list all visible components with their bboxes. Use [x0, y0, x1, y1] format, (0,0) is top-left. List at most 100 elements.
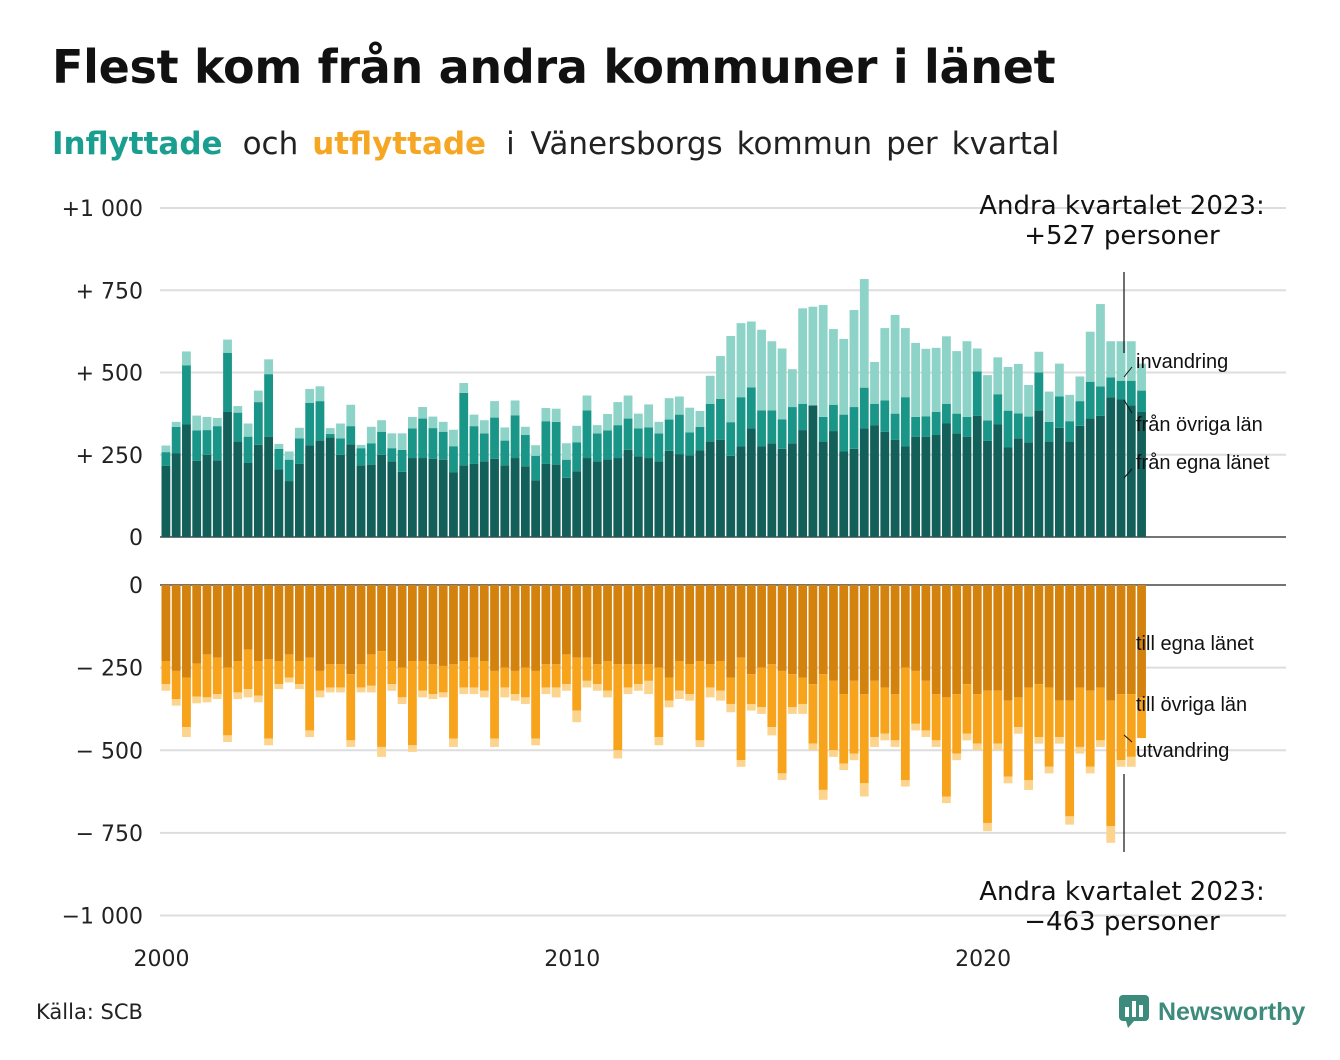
bar-out-other-county	[664, 677, 674, 701]
bar-out-emigration	[1075, 746, 1085, 754]
bar-in-immigration	[295, 427, 304, 439]
bar-in-immigration	[695, 410, 705, 427]
bar-in-other-county	[777, 419, 787, 449]
bar-in-immigration	[1085, 331, 1095, 382]
bar-out-other-county	[1065, 700, 1075, 817]
bar-in-immigration	[459, 383, 469, 393]
bar-in-own-county	[798, 430, 808, 537]
bar-out-other-county	[870, 680, 879, 738]
bar-in-other-county	[407, 428, 417, 459]
bar-out-own-county	[890, 585, 900, 695]
subtitle-and-word: och	[242, 126, 299, 162]
bar-out-own-county	[695, 585, 705, 662]
bar-out-emigration	[808, 743, 818, 751]
bar-out-emigration	[192, 696, 202, 704]
bar-out-other-county	[397, 667, 407, 698]
bar-out-emigration	[171, 699, 181, 706]
bar-in-other-county	[675, 414, 684, 455]
bar-in-other-county	[664, 419, 674, 451]
bar-out-emigration	[407, 745, 417, 752]
bar-out-emigration	[490, 738, 499, 747]
bar-out-own-county	[418, 585, 428, 662]
subtitle-inflow-word: Inflyttade	[52, 126, 223, 162]
bar-in-other-county	[233, 412, 243, 442]
bar-in-other-county	[839, 414, 849, 452]
bar-in-other-county	[284, 459, 294, 482]
bar-in-own-county	[315, 440, 325, 537]
bar-out-other-county	[777, 670, 787, 774]
bar-out-emigration	[757, 707, 766, 714]
bar-out-own-county	[192, 585, 202, 664]
bar-in-other-county	[757, 410, 766, 447]
bar-out-own-county	[428, 585, 438, 665]
bar-in-immigration	[438, 421, 448, 432]
bar-out-own-county	[798, 585, 808, 678]
bar-out-emigration	[1085, 766, 1095, 774]
bar-out-emigration	[223, 735, 232, 742]
bar-in-other-county	[582, 410, 592, 459]
bar-in-immigration	[325, 428, 335, 435]
bar-out-own-county	[1044, 585, 1054, 688]
bar-in-own-county	[223, 411, 232, 537]
label-invandring: invandring	[1136, 351, 1228, 373]
bar-out-other-county	[798, 677, 808, 704]
bar-in-own-county	[438, 459, 448, 537]
bar-in-immigration	[767, 341, 777, 411]
bar-out-emigration	[377, 746, 386, 757]
bar-out-other-county	[438, 665, 448, 693]
bar-out-emigration	[315, 690, 325, 698]
bar-out-other-county	[572, 657, 582, 711]
bar-out-own-county	[202, 585, 212, 655]
bar-in-immigration	[182, 351, 191, 366]
bar-out-own-county	[346, 585, 356, 675]
bar-out-emigration	[859, 783, 869, 797]
bar-in-immigration	[952, 351, 962, 414]
bar-in-other-county	[870, 403, 879, 426]
bar-out-emigration	[952, 753, 962, 761]
bar-in-other-county	[911, 416, 921, 437]
bar-in-own-county	[767, 443, 777, 537]
bar-out-emigration	[726, 703, 736, 713]
bar-in-immigration	[449, 429, 458, 447]
bar-in-own-county	[849, 448, 859, 537]
bar-out-own-county	[305, 585, 315, 658]
bar-out-own-county	[243, 585, 253, 650]
bar-in-other-county	[479, 433, 489, 462]
bar-in-other-county	[818, 416, 828, 442]
bar-in-own-county	[387, 461, 397, 537]
bar-out-other-county	[757, 667, 766, 708]
bar-in-immigration	[500, 427, 510, 441]
bar-in-immigration	[171, 421, 181, 427]
bar-in-other-county	[438, 431, 448, 460]
bar-in-immigration	[233, 406, 243, 413]
bar-out-other-county	[305, 657, 315, 731]
newsworthy-logo[interactable]: Newsworthy	[1118, 994, 1305, 1030]
bar-out-own-county	[613, 585, 623, 665]
bar-out-emigration	[459, 687, 469, 695]
bar-out-own-county	[377, 585, 386, 652]
bar-in-immigration	[469, 414, 479, 427]
y-tick-label-top: +1 000	[62, 197, 143, 222]
bar-out-own-county	[336, 585, 345, 665]
bar-in-other-county	[1013, 413, 1023, 439]
bar-in-own-county	[1003, 447, 1013, 537]
bar-in-other-county	[490, 417, 499, 459]
bar-in-immigration	[377, 420, 386, 432]
bar-in-immigration	[787, 369, 797, 408]
bar-out-other-county	[346, 674, 356, 741]
bar-out-other-county	[510, 670, 520, 695]
bar-out-own-county	[1003, 585, 1013, 701]
bar-in-immigration	[366, 426, 376, 444]
bar-out-other-county	[890, 694, 900, 741]
bar-in-own-county	[336, 454, 345, 537]
bar-in-immigration	[746, 321, 756, 388]
bar-out-other-county	[428, 664, 438, 695]
leader-invandring	[1123, 366, 1133, 378]
bar-out-other-county	[171, 670, 181, 700]
bar-out-own-county	[972, 585, 982, 695]
bar-in-immigration	[284, 451, 294, 460]
bar-out-other-county	[849, 680, 859, 754]
bar-in-immigration	[1126, 341, 1136, 381]
bar-out-other-county	[808, 684, 818, 744]
bar-out-other-county	[182, 677, 191, 728]
